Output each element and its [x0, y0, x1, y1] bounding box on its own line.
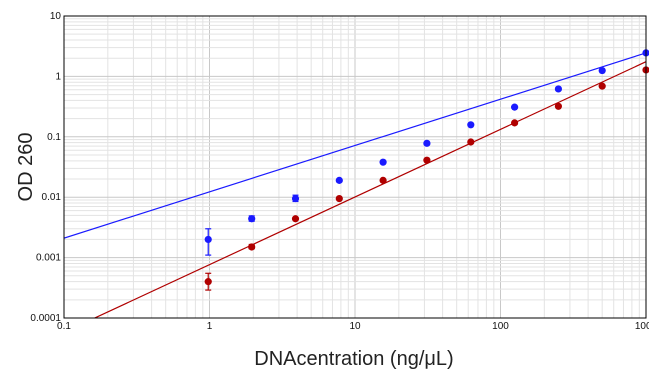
data-point-series-1 [554, 85, 563, 93]
x-tick-label: 0.1 [57, 321, 71, 332]
data-point-series-2 [204, 278, 212, 286]
data-point-series-2 [467, 138, 475, 146]
data-point-series-1 [511, 103, 519, 111]
data-point-series-2 [379, 176, 387, 184]
y-tick-label: 0.01 [42, 192, 62, 203]
grid [63, 16, 646, 319]
x-tick-label: 1 [207, 321, 213, 332]
y-tick-label: 0.001 [36, 253, 61, 264]
y-tick-label: 0.0001 [30, 313, 61, 324]
fit-lines [64, 52, 646, 318]
data-point-series-1 [248, 215, 256, 223]
data-point-series-1 [204, 235, 212, 244]
y-tick-label: 1 [55, 71, 61, 82]
data-point-series-2 [598, 82, 606, 90]
y-axis-title: OD 260 [15, 133, 37, 202]
data-point-series-1 [423, 139, 431, 147]
x-tick-label: 10 [349, 321, 361, 332]
data-point-series-2 [248, 243, 256, 251]
data-point-series-2 [554, 102, 563, 110]
data-point-series-2 [423, 156, 431, 164]
fit-line-series-2 [93, 61, 646, 318]
data-point-series-1 [467, 121, 475, 129]
plot-frame [63, 15, 647, 319]
fit-line-series-1 [64, 52, 646, 239]
x-tick-label: 100 [492, 321, 509, 332]
data-point-series-1 [291, 194, 300, 203]
data-point-series-2 [335, 194, 343, 203]
x-axis-title: DNAcentration (ng/μL) [254, 348, 453, 370]
y-tick-label: 0.1 [47, 132, 61, 143]
data-point-series-1 [598, 66, 606, 75]
data-points [204, 49, 649, 286]
data-point-series-2 [511, 119, 519, 127]
y-tick-label: 10 [50, 11, 62, 22]
data-point-series-1 [379, 158, 387, 166]
data-point-series-1 [335, 176, 343, 184]
data-point-series-2 [291, 215, 300, 223]
